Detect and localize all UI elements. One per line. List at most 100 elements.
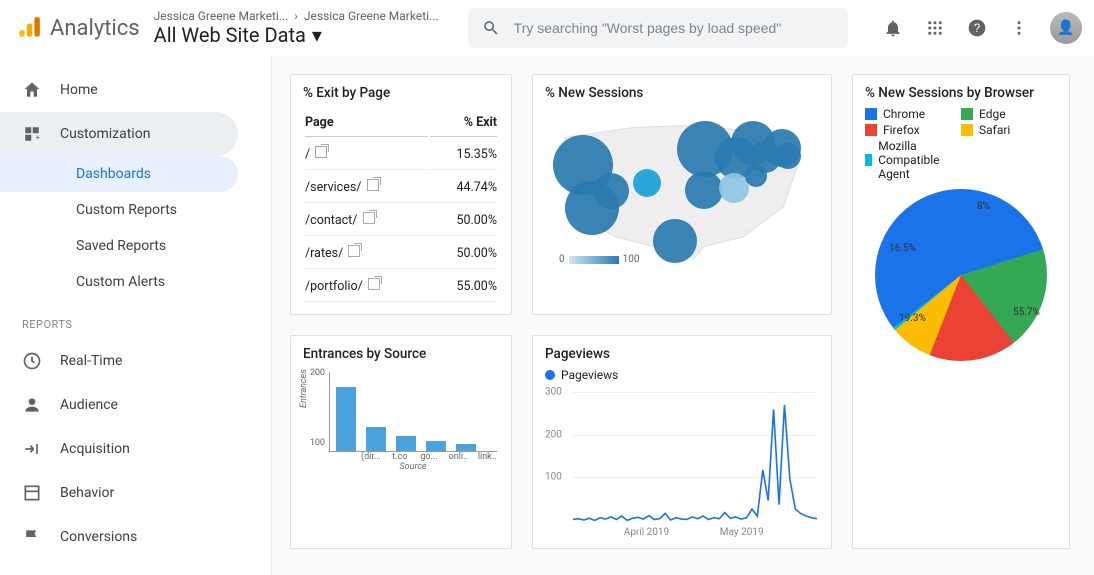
bar-chart: Entrances 200100 (dir...t.cogo...onli...… [303,368,499,483]
legend-label: Firefox [883,123,920,137]
card-pageviews: Pageviews Pageviews 300200100April 2019M… [532,335,832,549]
flag-icon [22,527,42,547]
open-link-icon[interactable] [315,146,327,158]
legend-swatch [865,154,872,166]
topbar-actions: ? 👤 [882,12,1082,44]
sidebar-label-home: Home [60,82,98,98]
brand-text: Analytics [50,16,140,41]
y-tick: 200 [545,429,562,440]
topbar: Analytics Jessica Greene Marketi... › Je… [0,0,1094,56]
svg-text:?: ? [974,22,981,35]
sidebar-item-realtime[interactable]: Real-Time [0,339,271,383]
map-bubble [685,171,723,209]
pct-cell: 55.00% [430,271,497,302]
bar-label: link... [478,452,497,462]
pie-slice-label: 19.3% [899,313,926,324]
page-cell: /contact/ [305,205,428,236]
pct-cell: 15.35% [430,139,497,170]
card-title: Pageviews [545,346,819,362]
search-icon [482,19,500,37]
pct-cell: 50.00% [430,205,497,236]
notifications-icon[interactable] [882,17,904,39]
dropdown-caret-icon[interactable]: ▾ [312,23,322,47]
card-exit-by-page: % Exit by Page Page% Exit / 15.35%/servi… [290,74,512,315]
y-tick: 300 [545,387,562,398]
legend-label: Chrome [883,107,925,121]
breadcrumb[interactable]: Jessica Greene Marketi... › Jessica Gree… [154,9,454,47]
bar-label: go... [419,452,438,462]
card-title: % New Sessions by Browser [865,85,1057,101]
sidebar-item-conversions[interactable]: Conversions [0,515,271,559]
bar-label: t.co [390,452,409,462]
sidebar-item-acquisition[interactable]: Acquisition [0,427,271,471]
search-input[interactable] [514,20,834,36]
sidebar-sub-custom-reports[interactable]: Custom Reports [0,192,271,228]
legend-label: Safari [979,123,1010,137]
sidebar: Home + Customization Dashboards Custom R… [0,56,272,575]
person-icon [22,395,42,415]
table-row[interactable]: /services/ 44.74% [305,172,497,203]
y-tick: 200 [310,368,325,378]
search-box[interactable] [468,8,848,48]
card-title: Entrances by Source [303,346,499,362]
card-entrances-by-source: Entrances by Source Entrances 200100 (di… [290,335,512,549]
legend-item[interactable]: Firefox [865,123,961,137]
share-icon [22,439,42,459]
table-row[interactable]: /contact/ 50.00% [305,205,497,236]
pageviews-legend: Pageviews [545,368,819,382]
avatar[interactable]: 👤 [1050,12,1082,44]
analytics-logo-icon [16,15,42,41]
sidebar-label-customization: Customization [60,126,150,142]
clock-icon [22,351,42,371]
pct-cell: 50.00% [430,238,497,269]
bar-label: onli... [449,452,468,462]
exit-table: Page% Exit / 15.35%/services/ 44.74%/con… [303,107,499,304]
col-page: Page [305,109,428,137]
line-path [573,392,817,522]
legend-item[interactable]: Chrome [865,107,961,121]
pie-slice-label: 55.7% [1013,307,1040,318]
home-icon [22,80,42,100]
col-exit: % Exit [430,109,497,137]
page-cell: /services/ [305,172,428,203]
series-label: Pageviews [561,368,618,382]
map-bubble [593,173,629,209]
svg-text:+: + [36,133,40,142]
x-tick: April 2019 [624,527,669,538]
sidebar-sub-dashboards[interactable]: Dashboards [0,156,238,192]
customization-icon: + [22,124,42,144]
sidebar-item-home[interactable]: Home [0,68,271,112]
table-row[interactable]: / 15.35% [305,139,497,170]
map-bubble [745,165,767,187]
map-bubble [633,169,661,197]
table-row[interactable]: /portfolio/ 55.00% [305,271,497,302]
pct-cell: 44.74% [430,172,497,203]
sidebar-sub-saved-reports[interactable]: Saved Reports [0,228,271,264]
more-icon[interactable] [1008,17,1030,39]
map-bubble [653,219,697,263]
legend-swatch [865,124,877,136]
map-scale: 0100 [559,254,640,265]
open-link-icon[interactable] [363,212,375,224]
open-link-icon[interactable] [367,179,379,191]
bar-label: (dir... [361,452,380,462]
apps-icon[interactable] [924,17,946,39]
legend-item[interactable]: Safari [961,123,1057,137]
line-chart: 300200100April 2019May 2019 [545,388,819,538]
sidebar-section-reports: REPORTS [0,300,271,339]
card-new-sessions-map: % New Sessions 0100 [532,74,832,315]
sidebar-item-customization[interactable]: + Customization [0,112,238,156]
open-link-icon[interactable] [348,245,360,257]
brand[interactable]: Analytics [12,15,144,41]
open-link-icon[interactable] [368,278,380,290]
legend-item[interactable]: Mozilla Compatible Agent [865,139,961,181]
legend-item[interactable]: Edge [961,107,1057,121]
help-icon[interactable]: ? [966,17,988,39]
sidebar-sub-custom-alerts[interactable]: Custom Alerts [0,264,271,300]
bar [366,427,386,451]
bar [396,436,416,451]
sidebar-item-behavior[interactable]: Behavior [0,471,271,515]
legend-swatch [865,108,877,120]
table-row[interactable]: /rates/ 50.00% [305,238,497,269]
sidebar-item-audience[interactable]: Audience [0,383,271,427]
